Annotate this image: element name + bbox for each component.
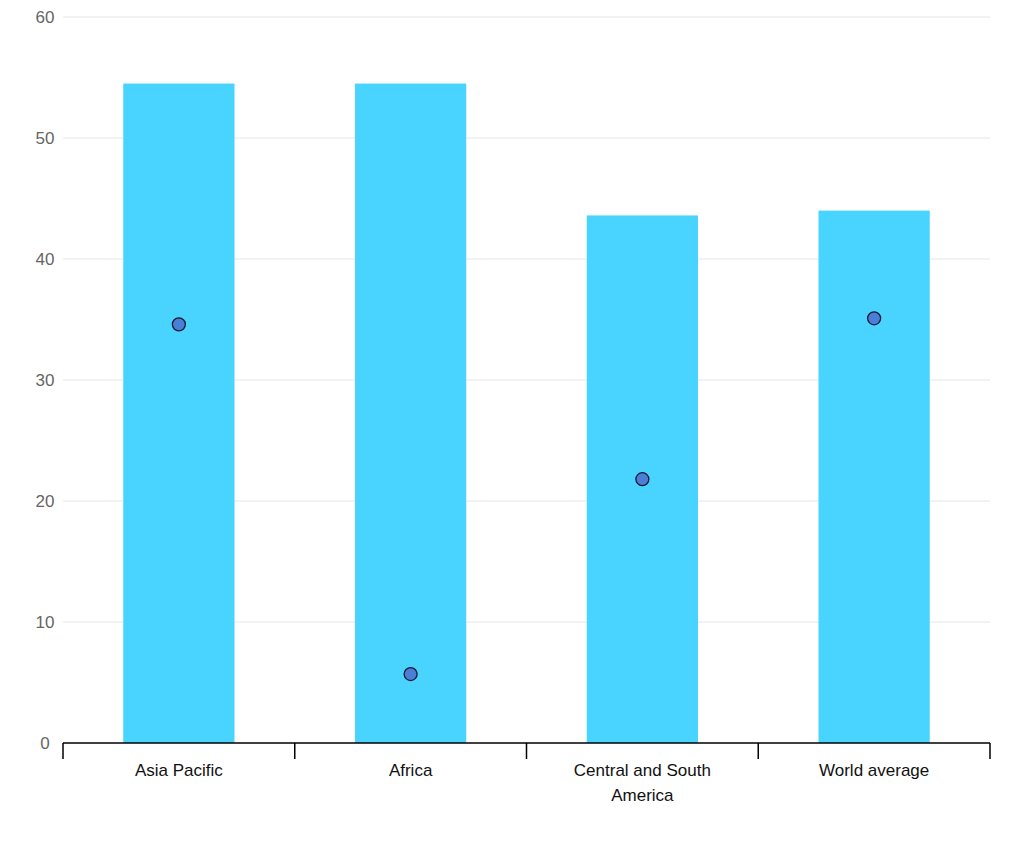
x-tick xyxy=(294,743,296,759)
label-line: Asia Pacific xyxy=(135,761,223,780)
label-line: World average xyxy=(819,761,929,780)
x-tick-label: Asia Pacific xyxy=(135,761,223,780)
x-tick-label: Central and South America xyxy=(574,761,711,805)
y-tick-label: 10 xyxy=(36,613,55,632)
x-tick xyxy=(526,743,528,759)
y-tick-label: 30 xyxy=(36,371,55,390)
x-tick-label: Africa xyxy=(389,761,433,780)
point xyxy=(636,473,649,486)
y-tick-label: 40 xyxy=(36,250,55,269)
y-tick-label: 0 xyxy=(40,734,49,753)
point xyxy=(404,668,417,681)
grid-line xyxy=(63,17,990,18)
x-tick-label: World average xyxy=(819,761,929,780)
bar xyxy=(355,84,466,743)
bar xyxy=(123,84,234,743)
bar xyxy=(819,211,930,743)
y-tick-label: 20 xyxy=(36,492,55,511)
label-line: Africa xyxy=(389,761,433,780)
y-tick-label: 50 xyxy=(36,129,55,148)
x-tick xyxy=(989,743,991,759)
point xyxy=(868,312,881,325)
point xyxy=(172,318,185,331)
chart: 0 10 20 30 40 50 60 Asia Pacific Africa Central a… xyxy=(0,0,1024,853)
label-line: Central and South xyxy=(574,761,711,780)
bar xyxy=(587,215,698,743)
marks xyxy=(123,84,929,743)
x-tick xyxy=(758,743,760,759)
x-tick xyxy=(62,743,64,759)
label-line: America xyxy=(611,786,674,805)
y-tick-label: 60 xyxy=(36,8,55,27)
